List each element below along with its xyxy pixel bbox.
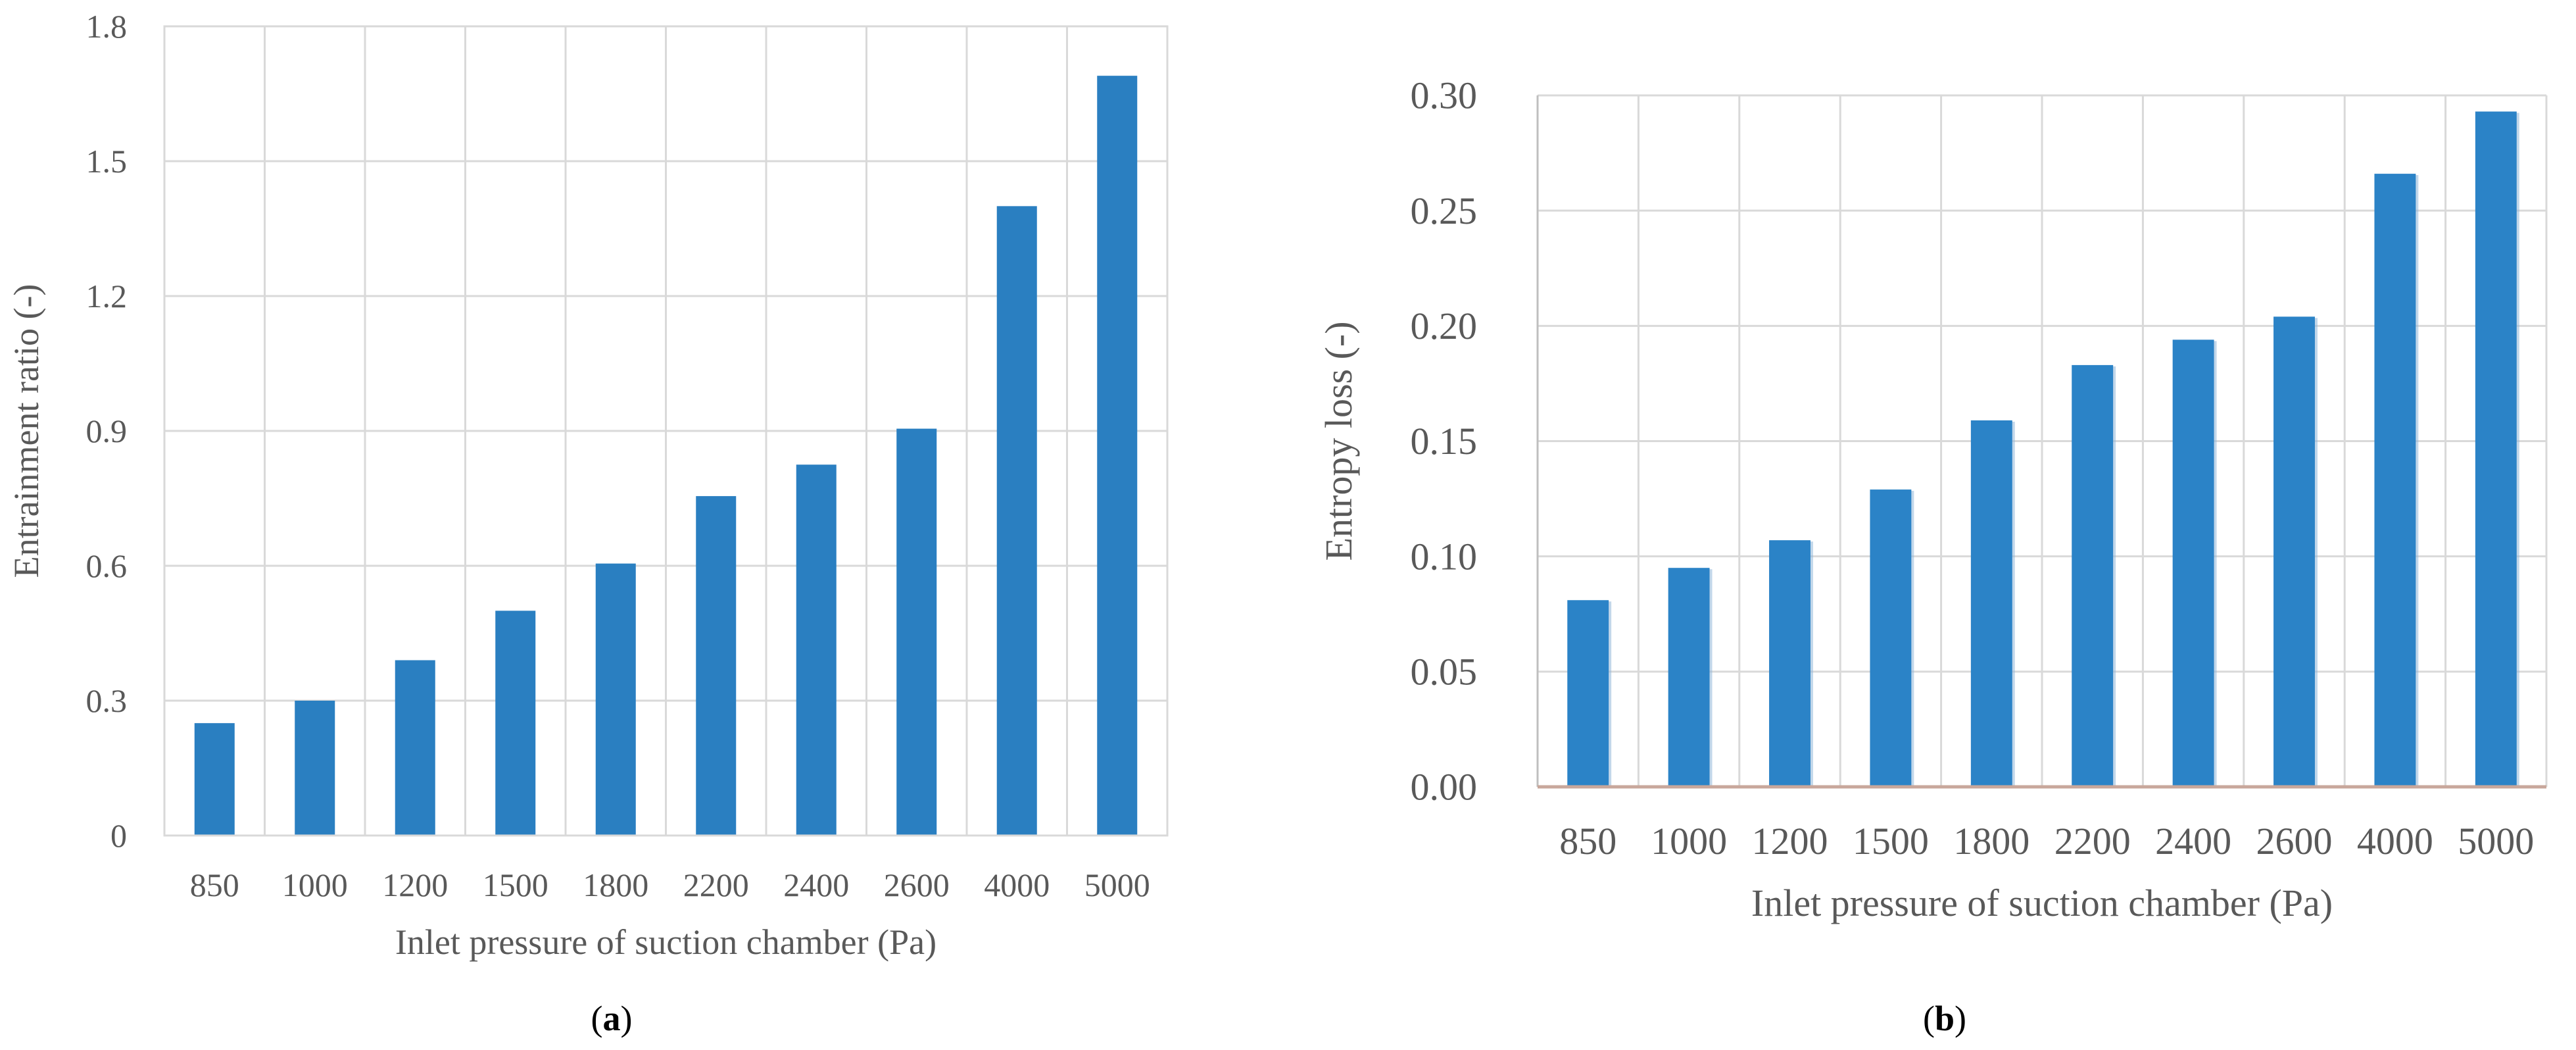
y-tick-label: 0 <box>110 817 127 854</box>
x-tick-label: 1500 <box>483 866 548 903</box>
bar-2600 <box>896 428 937 836</box>
bar-1200 <box>1769 540 1810 787</box>
y-tick-label: 0.05 <box>1411 651 1478 693</box>
bar-4000 <box>2374 174 2416 787</box>
bar-2400 <box>2172 339 2214 787</box>
x-tick-label: 1800 <box>583 866 648 903</box>
bar-1500 <box>495 611 536 836</box>
y-tick-label: 1.5 <box>86 143 128 180</box>
bar-2400 <box>796 464 837 836</box>
y-axis-title: Entropy loss (-) <box>1317 321 1360 561</box>
caption-b: (b) <box>1923 999 1966 1038</box>
x-tick-label: 4000 <box>2357 820 2433 863</box>
y-tick-label: 0.3 <box>86 682 128 719</box>
bar-2200 <box>696 496 737 836</box>
x-tick-label: 5000 <box>2458 820 2534 863</box>
y-tick-label: 1.2 <box>86 278 128 314</box>
y-tick-label: 1.8 <box>86 8 128 45</box>
bar-850 <box>194 723 235 836</box>
y-tick-label: 0.30 <box>1411 74 1478 117</box>
y-tick-label: 0.15 <box>1411 420 1478 463</box>
bar-1000 <box>1668 568 1710 787</box>
bar-4000 <box>996 206 1037 836</box>
bar-2200 <box>2072 364 2114 787</box>
y-tick-label: 0.10 <box>1411 535 1478 578</box>
x-tick-label: 1200 <box>1752 820 1828 863</box>
y-tick-label: 0.25 <box>1411 189 1478 232</box>
x-tick-label: 4000 <box>984 866 1050 903</box>
x-tick-label: 2400 <box>2155 820 2231 863</box>
x-tick-label: 1000 <box>282 866 348 903</box>
x-tick-label: 850 <box>190 866 239 903</box>
bar-5000 <box>2475 111 2517 788</box>
x-tick-label: 1800 <box>1953 820 2029 863</box>
bar-850 <box>1567 600 1609 787</box>
y-tick-label: 0.6 <box>86 547 128 584</box>
x-tick-label: 5000 <box>1084 866 1150 903</box>
chart-b: 0.00 0.05 0.10 0.15 0.20 0.25 0.30 850 1000 1200 1… <box>1317 74 2548 924</box>
x-axis-title: Inlet pressure of suction chamber (Pa) <box>395 922 936 962</box>
bar-1000 <box>295 701 335 836</box>
chart-a: 0 0.3 0.6 0.9 1.2 1.5 1.8 850 1000 1200 1500 1800 22… <box>7 8 1169 962</box>
caption-a: (a) <box>591 999 633 1038</box>
x-tick-label: 1200 <box>382 866 448 903</box>
x-tick-label: 1000 <box>1651 820 1727 863</box>
x-tick-label: 850 <box>1559 820 1616 863</box>
x-tick-label: 2200 <box>2054 820 2131 863</box>
y-tick-label: 0.20 <box>1411 305 1478 347</box>
y-tick-label: 0.9 <box>86 413 128 449</box>
x-tick-label: 2600 <box>2256 820 2333 863</box>
x-tick-label: 2400 <box>783 866 849 903</box>
bar-5000 <box>1097 76 1138 836</box>
x-tick-label: 1500 <box>1853 820 1929 863</box>
bar-1500 <box>1870 489 1912 787</box>
bar-1200 <box>395 660 435 836</box>
x-tick-label: 2600 <box>884 866 950 903</box>
bar-1800 <box>1970 420 2012 787</box>
y-tick-label: 0.00 <box>1411 766 1478 809</box>
x-axis-title: Inlet pressure of suction chamber (Pa) <box>1751 882 2333 924</box>
bar-1800 <box>595 563 636 836</box>
y-axis-title: Entrainment ratio (-) <box>7 284 46 578</box>
bar-2600 <box>2273 316 2315 787</box>
x-tick-label: 2200 <box>683 866 749 903</box>
